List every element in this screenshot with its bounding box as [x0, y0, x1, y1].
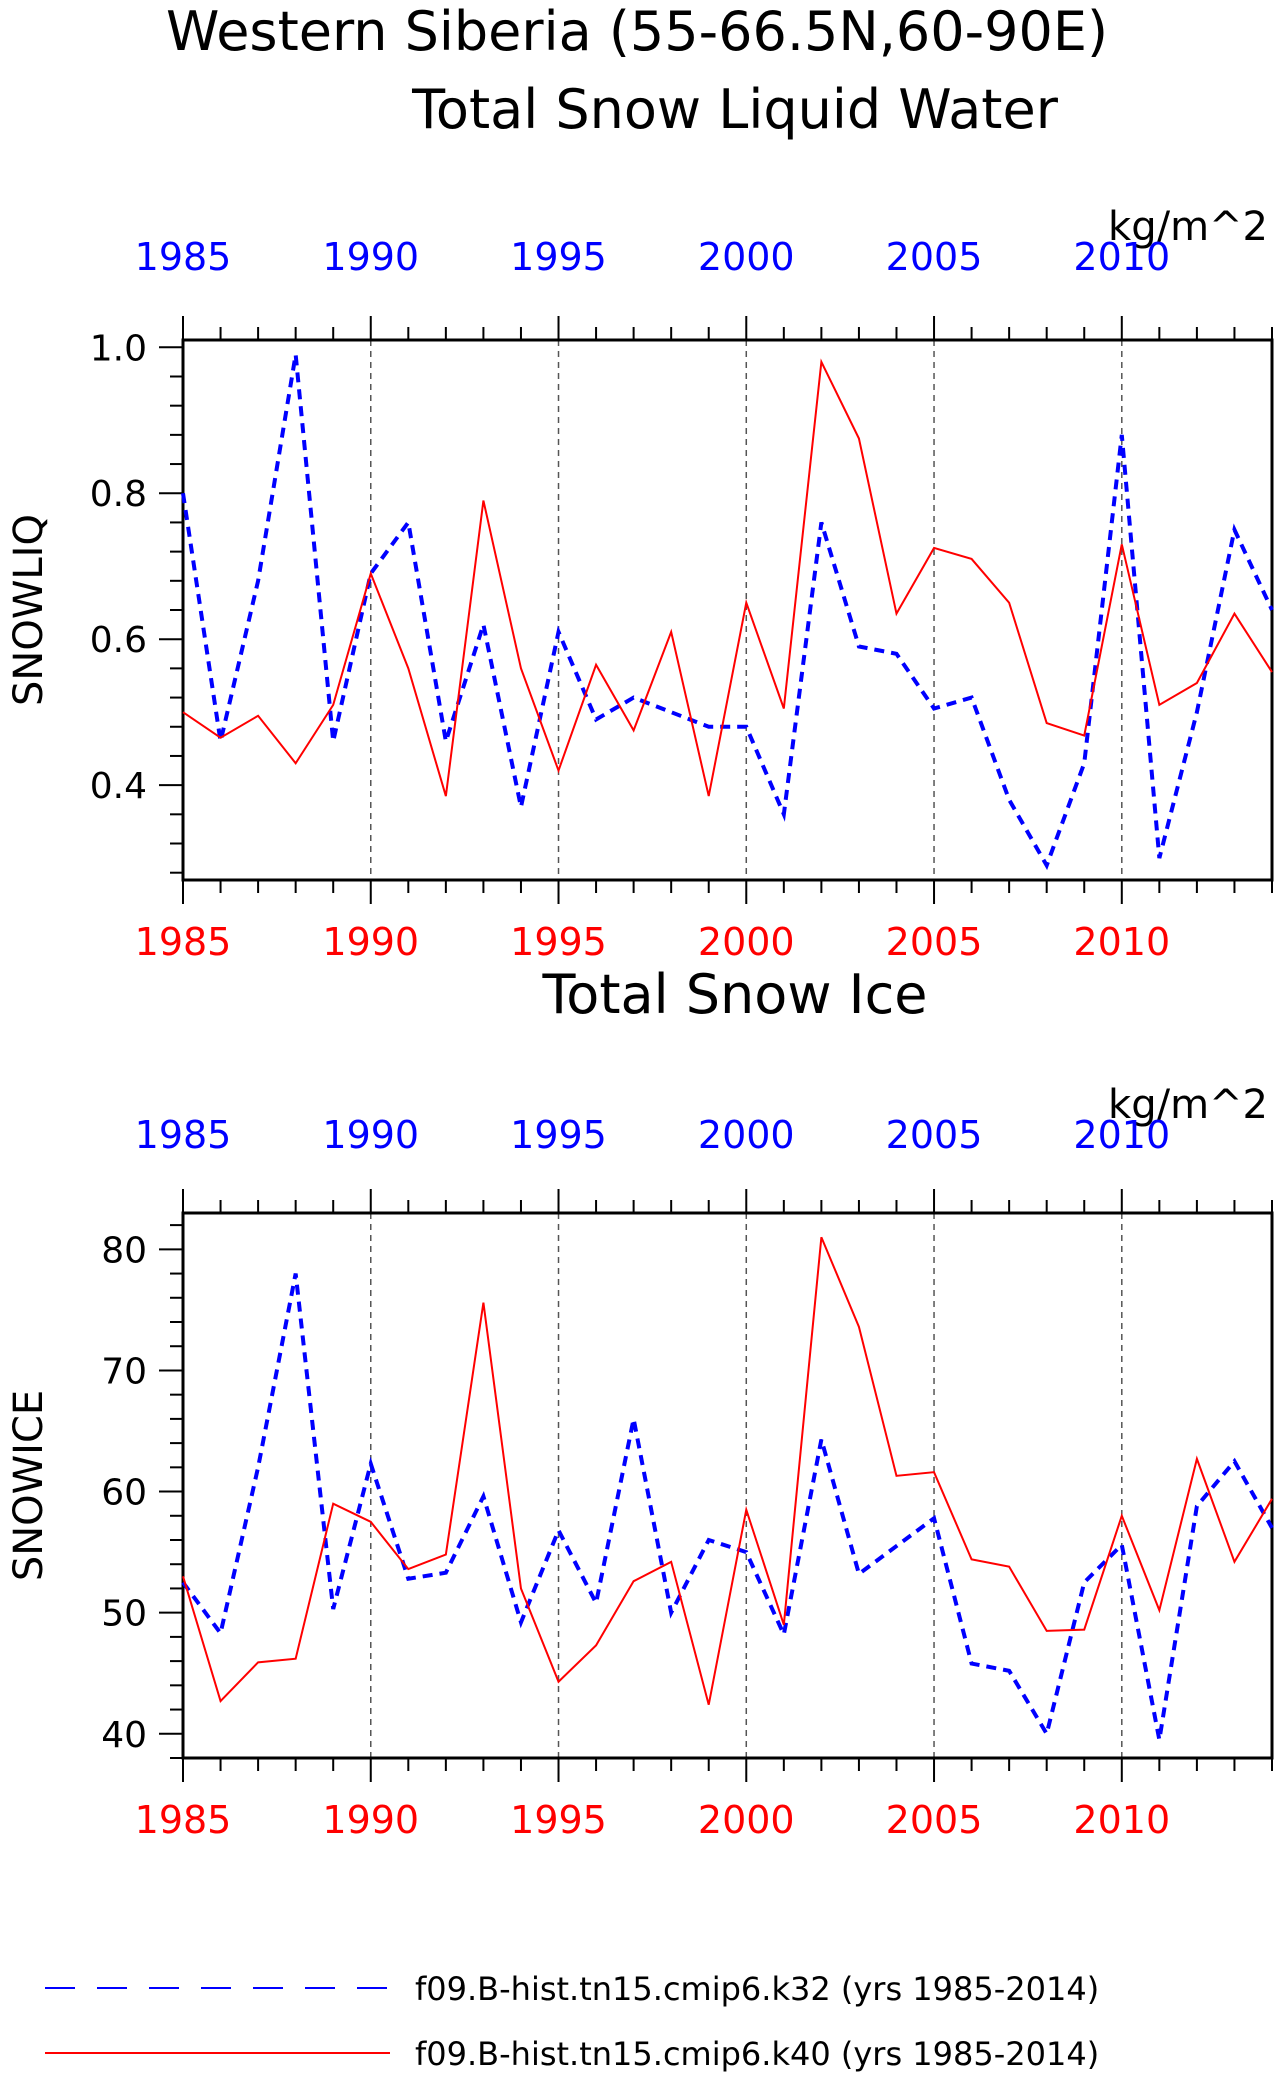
series-line-k32: [181, 1273, 1274, 1741]
x-tick-label-top: 2010: [1073, 235, 1170, 279]
x-tick-label-bottom: 1985: [135, 920, 232, 964]
x-tick-label-top: 2000: [698, 1113, 795, 1157]
legend: f09.B-hist.tn15.cmip6.k32 (yrs 1985-2014…: [45, 1970, 1099, 2073]
x-tick-label-bottom: 1995: [510, 920, 607, 964]
series-line-k40: [182, 358, 1273, 797]
units-label: kg/m^2: [1108, 1082, 1268, 1128]
y-tick-label: 0.8: [90, 474, 147, 515]
figure-title: Western Siberia (55-66.5N,60-90E): [166, 0, 1108, 63]
y-tick-label: 40: [101, 1715, 147, 1756]
x-tick-label-top: 1990: [322, 1113, 419, 1157]
x-tick-label-top: 1985: [135, 1113, 232, 1157]
x-tick-label-bottom: 1990: [322, 1798, 419, 1842]
x-tick-label-bottom: 1990: [322, 920, 419, 964]
x-tick-label-bottom: 1985: [135, 1798, 232, 1842]
y-tick-label: 70: [101, 1351, 147, 1392]
x-tick-label-top: 1995: [510, 235, 607, 279]
y-tick-label: 80: [101, 1230, 147, 1271]
x-tick-label-top: 1995: [510, 1113, 607, 1157]
y-axis-label: SNOWLIQ: [6, 514, 52, 706]
x-tick-label-top: 1990: [322, 235, 419, 279]
legend-label-k32: f09.B-hist.tn15.cmip6.k32 (yrs 1985-2014…: [415, 1970, 1099, 2008]
x-tick-label-top: 2000: [698, 235, 795, 279]
plot-frame: [181, 1211, 1274, 1760]
x-tick-label-bottom: 2005: [886, 920, 983, 964]
panel-0: Total Snow Liquid Water kg/m^2 SNOWLIQ 1985…: [6, 78, 1274, 964]
y-axis-label: SNOWICE: [6, 1390, 52, 1581]
legend-label-k40: f09.B-hist.tn15.cmip6.k40 (yrs 1985-2014…: [415, 2035, 1099, 2073]
y-tick-label: 0.4: [90, 766, 147, 807]
series-line-k40: [182, 1236, 1273, 1705]
y-tick-label: 1.0: [90, 328, 147, 369]
panel-title: Total Snow Ice: [542, 963, 928, 1026]
x-tick-label-top: 1985: [135, 235, 232, 279]
x-tick-label-bottom: 2005: [886, 1798, 983, 1842]
y-tick-label: 50: [101, 1594, 147, 1635]
x-tick-label-bottom: 2000: [698, 920, 795, 964]
x-tick-label-bottom: 2010: [1073, 1798, 1170, 1842]
y-tick-label: 0.6: [90, 620, 147, 661]
units-label: kg/m^2: [1108, 204, 1268, 250]
x-tick-label-bottom: 2000: [698, 1798, 795, 1842]
x-tick-label-bottom: 2010: [1073, 920, 1170, 964]
x-tick-label-bottom: 1995: [510, 1798, 607, 1842]
y-tick-label: 60: [101, 1473, 147, 1514]
x-tick-label-top: 2010: [1073, 1113, 1170, 1157]
x-tick-label-top: 2005: [886, 1113, 983, 1157]
panel-title: Total Snow Liquid Water: [411, 78, 1059, 141]
x-tick-label-top: 2005: [886, 235, 983, 279]
panel-1: Total Snow Ice kg/m^2 SNOWICE 1985 1985 1990 1…: [6, 963, 1274, 1842]
